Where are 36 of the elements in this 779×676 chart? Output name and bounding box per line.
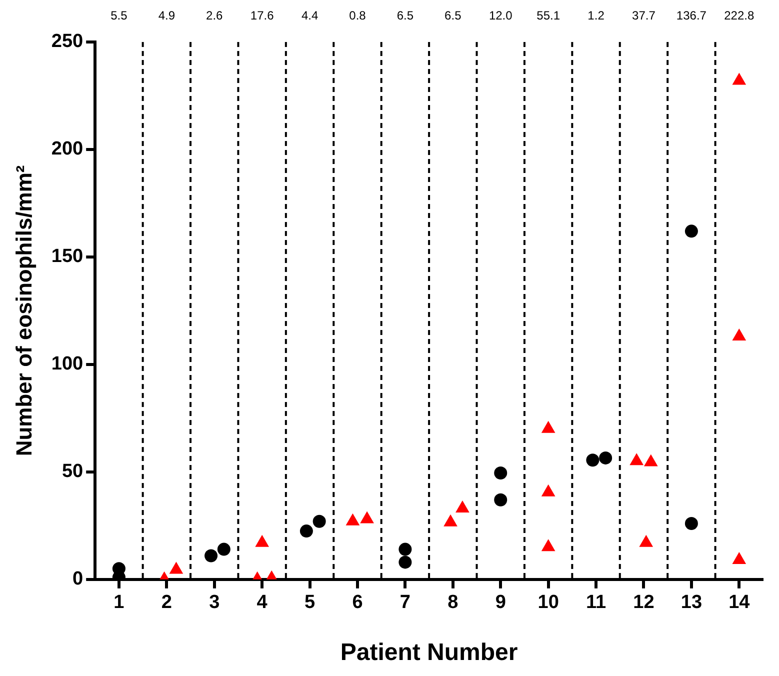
x-tick-label: 9 <box>495 592 506 614</box>
text: 37.7 <box>632 8 656 22</box>
text: 12.0 <box>488 8 513 22</box>
y-tick-label: 50 <box>62 461 84 482</box>
y-tick-label: 0 <box>72 568 84 590</box>
x-tick-label: 14 <box>728 592 750 614</box>
x-tick-label: 5 <box>304 592 316 614</box>
x-tick-label: 6 <box>352 592 363 614</box>
y-tick-label: 150 <box>51 246 84 268</box>
text: 55.1 <box>536 8 560 22</box>
x-tick-label: 12 <box>633 592 654 614</box>
text: 222.8 <box>724 8 754 22</box>
text: 17.6 <box>250 8 274 22</box>
x-tick-label: 10 <box>538 592 559 614</box>
x-axis-title: Patient Number <box>340 639 518 666</box>
text: 5.5 <box>110 8 128 22</box>
text: 2.6 <box>206 8 224 22</box>
x-tick-label: 8 <box>448 592 458 614</box>
y-tick-label: 250 <box>51 31 84 52</box>
x-tick-label: 4 <box>256 592 268 614</box>
y-axis-title: Number of eosinophils/mm² <box>11 165 36 456</box>
text: 136.7 <box>676 8 707 22</box>
x-tick-label: 2 <box>161 592 172 614</box>
x-tick-label: 7 <box>400 592 410 614</box>
text: 1.2 <box>588 8 605 22</box>
text: 6.5 <box>396 8 414 22</box>
x-tick-label: 13 <box>680 592 702 614</box>
x-tick-label: 11 <box>586 592 606 614</box>
text: 4.9 <box>158 8 176 22</box>
y-tick-label: 200 <box>51 138 84 160</box>
x-tick-label: 1 <box>114 592 125 614</box>
y-tick-label: 100 <box>51 354 84 375</box>
text: 6.5 <box>444 8 462 22</box>
text: 0.8 <box>349 8 366 22</box>
text: 4.4 <box>301 8 318 22</box>
x-tick-label: 3 <box>209 592 220 614</box>
